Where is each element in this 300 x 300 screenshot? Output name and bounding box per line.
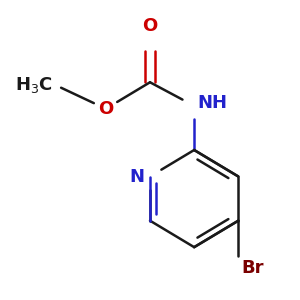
Text: Br: Br	[241, 259, 264, 277]
Text: NH: NH	[197, 94, 227, 112]
Text: H$_3$C: H$_3$C	[15, 75, 53, 95]
Text: N: N	[129, 167, 144, 185]
Text: O: O	[98, 100, 113, 118]
Text: O: O	[142, 17, 158, 35]
